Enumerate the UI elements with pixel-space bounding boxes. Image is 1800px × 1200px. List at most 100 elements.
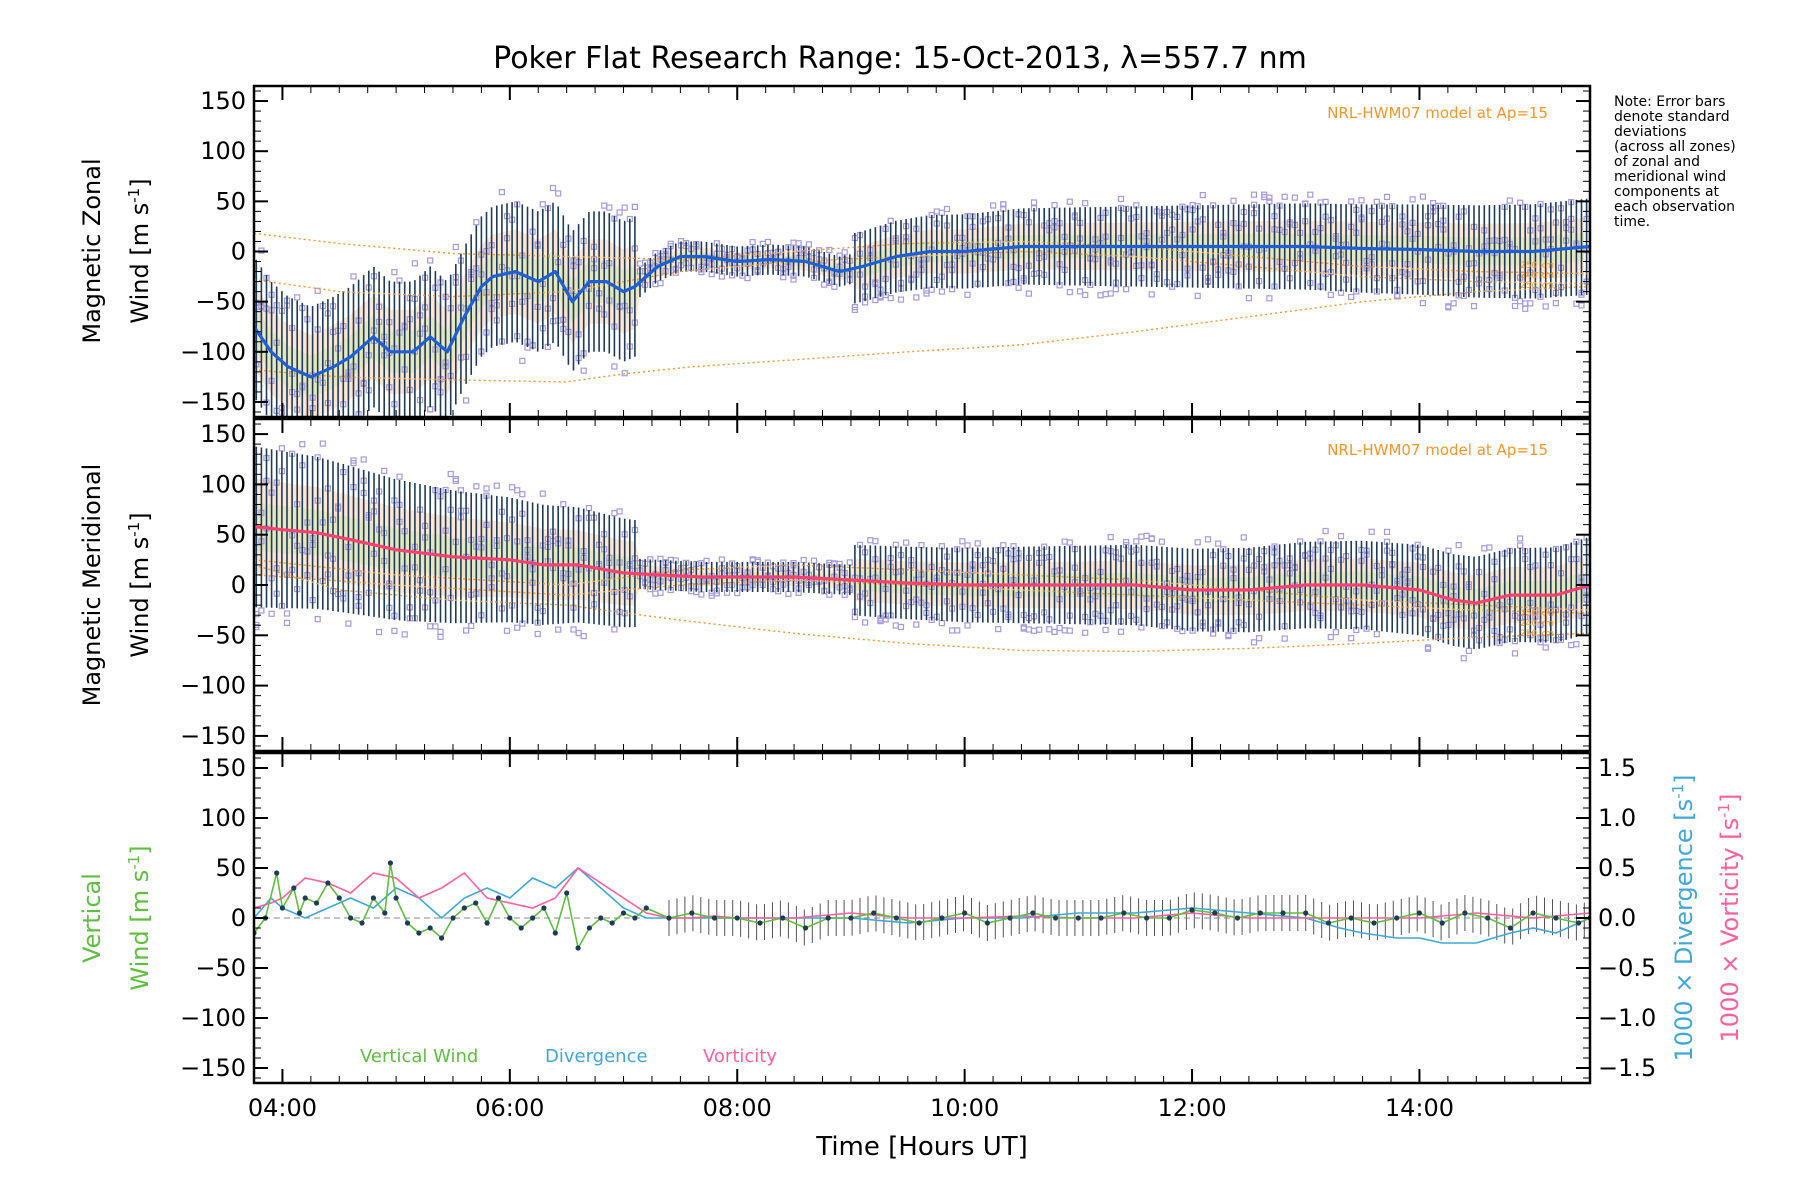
meridional-wind-panel: −150 −100 −50 0 50 100 150 NRL-HWM07 model at … <box>78 417 1592 753</box>
meridional-zone-sample <box>519 491 526 498</box>
vertical-wind-point <box>1530 910 1536 916</box>
vertical-wind-point <box>473 900 479 906</box>
vertical-wind-point <box>404 920 411 926</box>
vertical-wind-point <box>1507 925 1513 931</box>
vertical-wind-point <box>1325 920 1332 926</box>
legend-vertical-wind: Vertical Wind <box>360 1046 478 1067</box>
zonal-inner-band <box>254 232 1585 398</box>
vertical-wind-point <box>530 915 536 921</box>
zonal-zone-sample <box>448 429 453 434</box>
meridional-zone-sample <box>575 629 582 637</box>
note-line: Note: Error bars <box>1614 94 1725 110</box>
zonal-zone-sample <box>397 435 402 440</box>
vertical-wind-point <box>825 915 831 921</box>
zonal-zone-sample <box>1082 200 1089 207</box>
zonal-zone-sample <box>821 281 828 288</box>
meridional-zone-sample <box>1332 629 1340 636</box>
zonal-zone-sample <box>361 430 366 435</box>
vertical-wind-point <box>643 905 649 911</box>
y2-tick-label: 0.0 <box>1598 904 1636 932</box>
meridional-zone-sample <box>570 626 577 633</box>
x-tick-label: 06:00 <box>475 1094 544 1122</box>
zonal-ylabel-line2: Wind [m s <box>126 203 154 324</box>
meridional-ylabel-units: Wind [m s-1] <box>125 512 154 657</box>
zonal-zone-sample <box>923 290 930 297</box>
zonal-zone-sample <box>938 288 946 295</box>
vertical-wind-point <box>1075 915 1081 921</box>
meridional-zone-sample <box>810 557 818 564</box>
vertical-wind-point <box>302 895 308 901</box>
zonal-zone-sample <box>411 260 418 267</box>
meridional-zone-sample <box>258 607 265 614</box>
meridional-zone-sample <box>1460 655 1467 662</box>
vertical-wind-point <box>495 895 502 901</box>
meridional-zone-sample <box>1568 641 1575 649</box>
zonal-zone-sample <box>621 370 628 377</box>
zonal-model-annotation: NRL-HWM07 model at Ap=15 <box>1327 104 1548 122</box>
vertical-wind-point <box>325 880 331 886</box>
meridional-zone-sample <box>468 622 475 630</box>
zonal-zone-sample <box>1307 191 1314 198</box>
y-tick-label: −100 <box>180 1004 246 1032</box>
vertical-wind-point <box>518 925 524 931</box>
vertical-wind-point <box>1007 915 1013 921</box>
zonal-zone-sample <box>350 273 357 280</box>
vertical-wind-point <box>1303 910 1309 916</box>
meridional-zone-sample <box>959 538 966 545</box>
meridional-model-legend-label: 250 km <box>1520 609 1554 619</box>
y-tick-label: 150 <box>200 87 246 115</box>
vertical-ylabel-units: Wind [m s-1] <box>125 845 154 990</box>
zonal-zone-sample <box>351 436 356 441</box>
vertical-wind-point <box>1121 910 1127 916</box>
zonal-model-legend-label: 240 km <box>1520 271 1554 281</box>
zonal-zone-sample <box>621 204 628 211</box>
zonal-zone-sample <box>1373 198 1380 205</box>
vertical-wind-point <box>1189 907 1195 913</box>
meridional-zone-sample <box>432 623 439 630</box>
meridional-zone-sample <box>897 623 905 631</box>
meridional-model-legend-label: 240 km <box>1520 619 1554 629</box>
zonal-zone-sample <box>913 294 920 301</box>
meridional-zone-sample <box>396 473 403 480</box>
vertical-wind-point <box>962 910 968 916</box>
meridional-zone-sample <box>964 622 971 629</box>
zonal-zone-sample <box>1266 198 1273 205</box>
meridional-zone-sample <box>1573 641 1580 648</box>
meridional-ylabel: Magnetic Meridional <box>78 464 106 707</box>
zonal-ylabel-units: Wind [m s-1] <box>125 178 154 323</box>
zonal-zone-sample <box>657 280 664 287</box>
meridional-zone-sample <box>718 556 726 563</box>
vertical-wind-point <box>893 915 900 921</box>
meridional-zone-sample <box>867 537 874 544</box>
meridional-zone-sample <box>1082 629 1089 636</box>
zonal-zone-sample <box>1383 193 1391 200</box>
meridional-ylabel-line2: Wind [m s <box>126 537 154 658</box>
vertical-wind-point <box>711 915 718 921</box>
meridional-zone-sample <box>350 460 357 467</box>
meridional-zone-sample <box>314 615 321 623</box>
meridional-zone-sample <box>268 610 275 617</box>
zonal-zone-sample <box>1245 295 1253 302</box>
vertical-wind-point <box>575 945 581 951</box>
meridional-zone-sample <box>1066 627 1073 634</box>
vertical-wind-point <box>552 930 558 936</box>
zonal-zone-sample <box>294 294 301 301</box>
zonal-zone-sample <box>1450 300 1457 307</box>
meridional-zone-sample <box>1158 538 1166 545</box>
vertical-wind-point <box>348 915 354 921</box>
zonal-zone-sample <box>519 357 526 364</box>
meridional-zone-sample <box>902 539 910 546</box>
meridional-model-legend-label: 250 km <box>1520 629 1554 639</box>
vertical-wind-point <box>1030 910 1036 916</box>
meridional-zone-sample <box>452 477 459 484</box>
meridional-zone-sample <box>1445 547 1452 554</box>
zonal-zone-sample <box>1445 304 1452 311</box>
zonal-zone-sample <box>473 219 480 226</box>
meridional-zone-sample <box>1215 540 1222 547</box>
vertical-wind-point <box>1553 915 1559 921</box>
zonal-zone-sample <box>1117 195 1125 203</box>
meridional-zone-sample <box>974 540 981 547</box>
divergence-ylabel-close: ] <box>1670 774 1698 783</box>
vertical-wind-point <box>484 920 490 926</box>
meridional-zone-sample <box>514 487 521 494</box>
